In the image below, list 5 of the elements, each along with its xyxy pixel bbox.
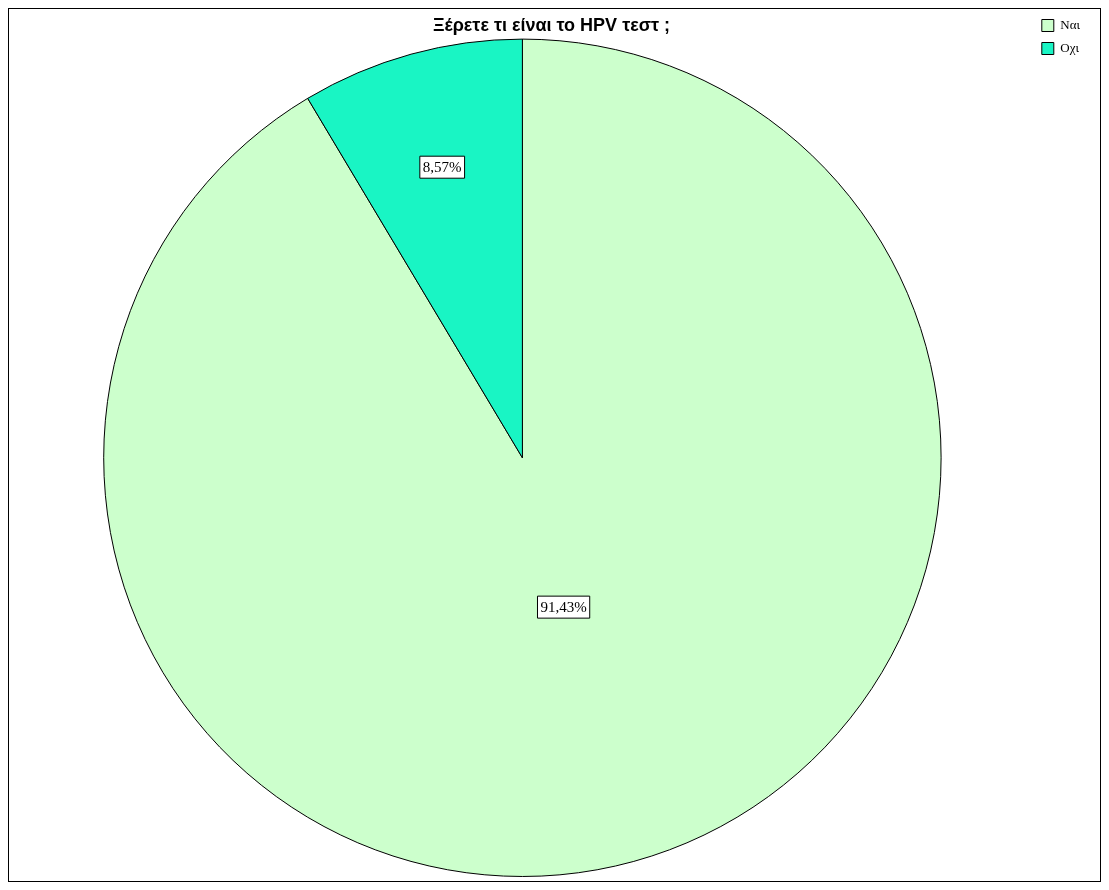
legend-label: Οχι — [1060, 39, 1080, 55]
chart-title: Ξέρετε τι είναι το HPV τεστ ; — [432, 14, 671, 35]
data-label: 8,57% — [422, 159, 462, 176]
legend-label: Ναι — [1060, 16, 1081, 32]
data-label: 91,43% — [540, 599, 587, 616]
